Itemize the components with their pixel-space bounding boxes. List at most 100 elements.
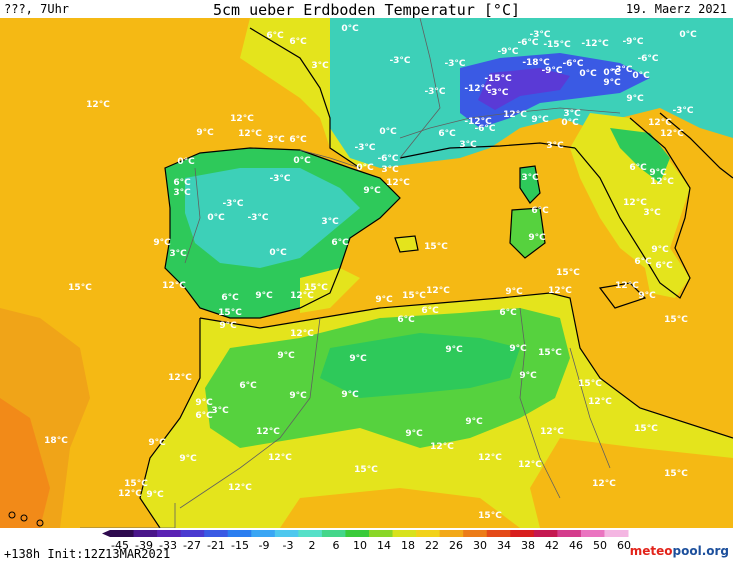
- temperature-label: -6°C: [637, 54, 658, 64]
- temperature-label: 9°C: [375, 295, 393, 305]
- temperature-label: 6°C: [289, 135, 307, 145]
- temperature-label: 6°C: [531, 206, 549, 216]
- colorbar-low-arrow: [102, 530, 110, 537]
- temperature-label: 3°C: [311, 61, 329, 71]
- coast-north-africa: [199, 292, 733, 439]
- temperature-label: 3°C: [563, 109, 581, 119]
- temperature-label: 9°C: [146, 490, 164, 500]
- temperature-label: 15°C: [556, 268, 580, 278]
- temperature-label: 6°C: [397, 315, 415, 325]
- colorbar-tick: 42: [545, 539, 559, 550]
- border-algeria-tunisia: [519, 307, 561, 499]
- colorbar-tick: 18: [401, 539, 415, 550]
- atlas-core: [320, 333, 520, 398]
- border-iberia: [184, 167, 201, 264]
- italy-cool: [610, 128, 670, 183]
- temperature-label: -12°C: [581, 39, 609, 49]
- colorbar-cell: [557, 530, 582, 537]
- coast-adriatic: [659, 112, 733, 179]
- temperature-label: 12°C: [118, 489, 142, 499]
- temperature-label: -3°C: [247, 213, 268, 223]
- colorbar-cell: [157, 530, 182, 537]
- temperature-label: 3°C: [169, 249, 187, 259]
- temperature-label: -15°C: [484, 74, 512, 84]
- colorbar-tick: 10: [353, 539, 367, 550]
- temperature-label: 6°C: [173, 178, 191, 188]
- temperature-label: -3°C: [672, 106, 693, 116]
- temperature-label: -3°C: [611, 65, 632, 75]
- colorbar-tick: -21: [207, 539, 225, 550]
- temperature-label: 9°C: [363, 186, 381, 196]
- temperature-label: 15°C: [664, 469, 688, 479]
- coastlines: [139, 27, 733, 528]
- temperature-label: 15°C: [354, 465, 378, 475]
- border-western-sahara: [80, 503, 176, 528]
- temperature-label: 15°C: [218, 308, 242, 318]
- temperature-label: 9°C: [465, 417, 483, 427]
- meteopool-logo: meteopool.org: [630, 544, 729, 558]
- temperature-label: 0°C: [341, 24, 359, 34]
- iberia-coast-yellow: [300, 268, 360, 313]
- temperature-label: 12°C: [540, 427, 564, 437]
- colorbar-tick: -39: [135, 539, 153, 550]
- temperature-label: 9°C: [505, 287, 523, 297]
- temperature-label: 6°C: [499, 308, 517, 318]
- temperature-label: 12°C: [162, 281, 186, 291]
- temperature-label: 6°C: [629, 163, 647, 173]
- temperature-label: 3°C: [381, 165, 399, 175]
- temperature-label: 15°C: [124, 479, 148, 489]
- temperature-label: 9°C: [509, 344, 527, 354]
- colorbar-tick: 38: [521, 539, 535, 550]
- temperature-label: 0°C: [561, 118, 579, 128]
- colorbar-cell: [580, 530, 605, 537]
- temperature-label: -9°C: [622, 37, 643, 47]
- temperature-label: -3°C: [529, 30, 550, 40]
- canary-island: [36, 519, 44, 527]
- land-mallorca: [395, 236, 418, 252]
- colorbar-cell: [227, 530, 252, 537]
- coast-sicily: [598, 282, 647, 309]
- temperature-label: -3°C: [444, 59, 465, 69]
- temperature-labels: 6°C6°C0°C3°C -3°C -3°C-3°C-3°C-6°C -15°C -12…: [44, 24, 697, 521]
- colorbar-cell: [204, 530, 229, 537]
- temperature-label: -3°C: [354, 143, 375, 153]
- temperature-label: 12°C: [430, 442, 454, 452]
- colorbar-cell: [486, 530, 511, 537]
- colorbar-cell: [321, 530, 346, 537]
- atlantic-south-area: [0, 398, 50, 528]
- colorbar-cell: [416, 530, 441, 537]
- brand-suffix: pool: [672, 544, 702, 558]
- temperature-label: -6°C: [377, 154, 398, 164]
- temperature-label: 6°C: [634, 257, 652, 267]
- country-borders: [80, 18, 621, 528]
- temperature-label: 12°C: [650, 177, 674, 187]
- temperature-label: 6°C: [331, 238, 349, 248]
- temperature-label: 6°C: [239, 381, 257, 391]
- temperature-label: 0°C: [356, 163, 374, 173]
- colorbar-tick: -9: [259, 539, 270, 550]
- temperature-label: 0°C: [177, 157, 195, 167]
- colorbar-tick: 6: [333, 539, 340, 550]
- temperature-label: 9°C: [519, 371, 537, 381]
- temperature-label: 15°C: [634, 424, 658, 434]
- temperature-label: 3°C: [521, 173, 539, 183]
- border-libya: [569, 347, 611, 469]
- temperature-label: 6°C: [438, 129, 456, 139]
- temperature-label: 12°C: [615, 281, 639, 291]
- map-title: 5cm ueber Erdboden Temperatur [°C]: [212, 1, 521, 19]
- temperature-label: 0°C: [632, 71, 650, 81]
- border-alps: [399, 107, 621, 139]
- colorbar-cell: [533, 530, 558, 537]
- colorbar-tick: 2: [309, 539, 316, 550]
- colorbar-cell: [180, 530, 205, 537]
- temperature-label: 9°C: [405, 429, 423, 439]
- temperature-label: -6°C: [562, 59, 583, 69]
- temperature-label: 0°C: [579, 69, 597, 79]
- coast-mallorca: [394, 235, 419, 253]
- coast-ligurian: [399, 142, 576, 159]
- temperature-label: 3°C: [643, 208, 661, 218]
- colorbar-cell: [510, 530, 535, 537]
- temperature-label: 15°C: [68, 283, 92, 293]
- temperature-label: 12°C: [478, 453, 502, 463]
- temperature-label: 9°C: [349, 354, 367, 364]
